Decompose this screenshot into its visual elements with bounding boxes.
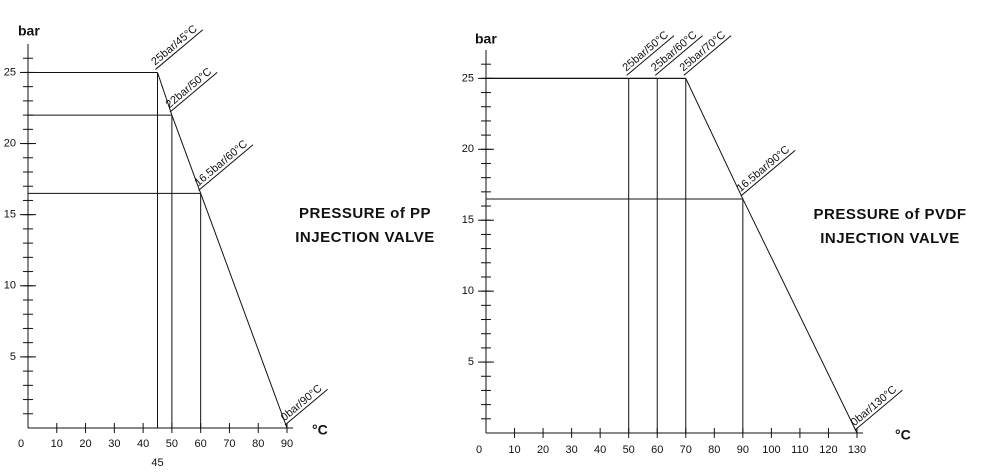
x-tick-label: 130 (848, 444, 866, 456)
annotation-underline (284, 388, 328, 426)
chart-title: INJECTION VALVE (295, 229, 434, 246)
x-tick-label: 0 (476, 444, 482, 456)
x-tick-label: 100 (762, 444, 780, 456)
x-tick-label: 0 (18, 438, 24, 450)
x-axis-label: °C (312, 422, 328, 438)
x-tick-label: 40 (594, 444, 606, 456)
y-tick-label: 25 (462, 72, 474, 84)
x-tick-label: 60 (195, 438, 207, 450)
x-tick-label: 80 (708, 444, 720, 456)
chart-title: INJECTION VALVE (820, 230, 959, 247)
x-tick-label: 80 (252, 438, 264, 450)
annotation: 22bar/50°C (164, 66, 218, 113)
x-tick-label: 10 (51, 438, 63, 450)
x-tick-label: 70 (680, 444, 692, 456)
y-tick-label: 15 (4, 209, 16, 221)
series-line (157, 72, 288, 429)
annotation-label: 16.5bar/60°C (192, 138, 250, 189)
x-marker-label: 45 (151, 457, 163, 469)
y-tick-label: 10 (462, 285, 474, 297)
x-tick-label: 70 (223, 438, 235, 450)
annotation-underline (740, 149, 796, 197)
annotation-underline (198, 144, 254, 191)
annotation-label: 0bar/130°C (849, 384, 899, 429)
x-tick-label: 90 (281, 438, 293, 450)
annotation-label: 0bar/90°C (279, 382, 325, 423)
y-tick-label: 20 (4, 137, 16, 149)
chart-title: PRESSURE of PVDF (813, 206, 966, 223)
y-axis-label: bar (475, 31, 497, 47)
x-tick-label: 90 (737, 444, 749, 456)
x-tick-label: 120 (819, 444, 837, 456)
annotation-underline (654, 35, 703, 76)
x-tick-label: 20 (79, 438, 91, 450)
x-tick-label: 30 (565, 444, 577, 456)
y-axis-label: bar (18, 23, 40, 39)
y-tick-label: 20 (462, 143, 474, 155)
annotation: 16.5bar/90°C (735, 144, 796, 197)
chart-title: PRESSURE of PP (299, 205, 431, 222)
x-tick-label: 10 (508, 444, 520, 456)
y-tick-label: 25 (4, 66, 16, 78)
annotation: 25bar/45°C (149, 23, 204, 70)
annotation-underline (155, 29, 204, 70)
x-tick-label: 30 (108, 438, 120, 450)
x-tick-label: 60 (651, 444, 663, 456)
annotation-label: 25bar/45°C (149, 23, 199, 68)
annotation-underline (683, 35, 732, 76)
annotation-underline (169, 72, 218, 113)
x-tick-label: 50 (623, 444, 635, 456)
x-tick-label: 20 (537, 444, 549, 456)
annotation-label: 22bar/50°C (164, 66, 214, 111)
y-tick-label: 10 (4, 280, 16, 292)
annotation-underline (626, 35, 675, 76)
y-tick-label: 15 (462, 214, 474, 226)
series-line (628, 77, 858, 434)
annotation: 0bar/130°C (849, 384, 903, 431)
annotation: 0bar/90°C (279, 382, 328, 426)
x-tick-label: 110 (791, 444, 809, 456)
y-tick-label: 5 (468, 356, 474, 368)
x-tick-label: 50 (166, 438, 178, 450)
x-tick-label: 40 (137, 438, 149, 450)
x-axis-label: °C (895, 427, 911, 443)
annotation-underline (854, 389, 903, 431)
annotation: 16.5bar/60°C (192, 138, 254, 191)
y-tick-label: 5 (10, 351, 16, 363)
annotation-label: 16.5bar/90°C (735, 144, 793, 195)
